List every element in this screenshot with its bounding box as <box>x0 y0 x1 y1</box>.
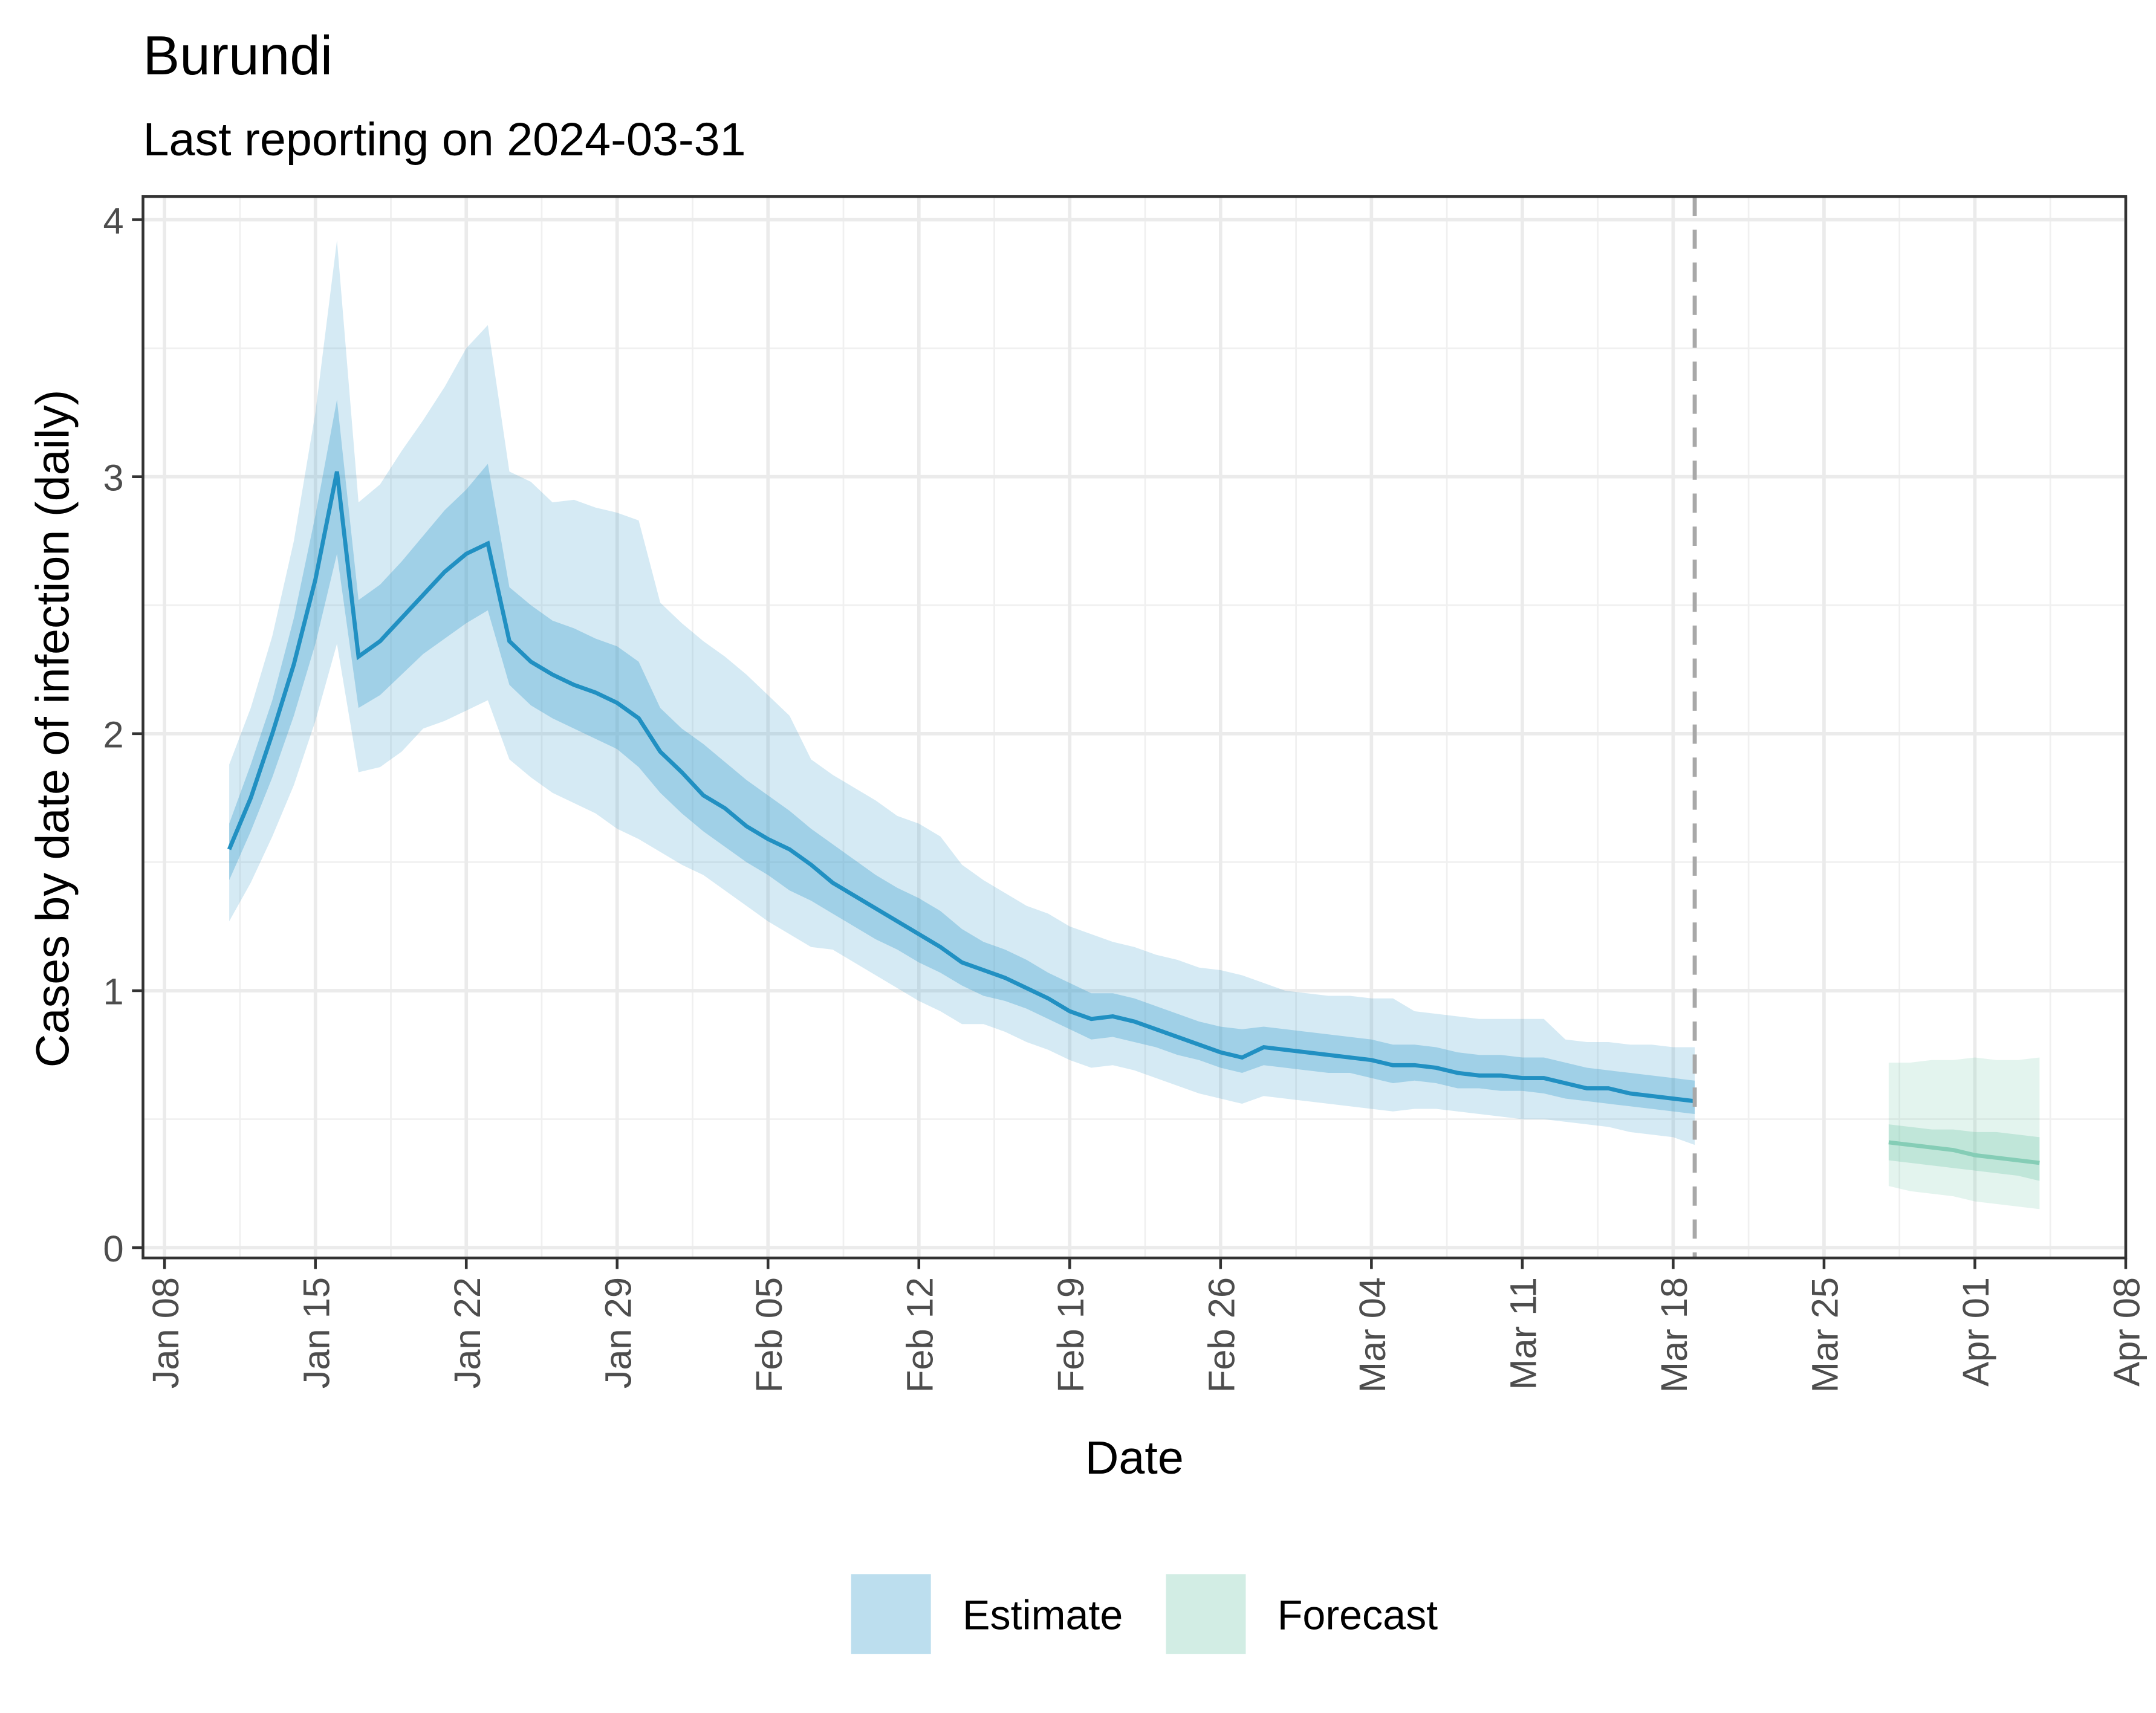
band-90 <box>1888 1057 2040 1209</box>
x-tick-label: Mar 04 <box>1352 1277 1394 1393</box>
x-tick-label: Feb 26 <box>1201 1277 1243 1393</box>
x-tick-label: Apr 08 <box>2106 1277 2148 1387</box>
x-tick-label: Apr 01 <box>1955 1277 1997 1387</box>
y-tick-label: 3 <box>103 457 124 499</box>
band-50 <box>229 400 1695 1115</box>
y-tick-label: 1 <box>103 971 124 1013</box>
chart-subtitle: Last reporting on 2024-03-31 <box>143 114 746 166</box>
x-tick-label: Jan 15 <box>296 1277 337 1388</box>
y-tick-label: 0 <box>103 1228 124 1270</box>
y-tick-label: 4 <box>103 200 124 242</box>
legend-swatch <box>851 1574 931 1654</box>
legend-label: Forecast <box>1278 1592 1438 1638</box>
legend-swatch <box>1166 1574 1246 1654</box>
x-axis-label: Date <box>1085 1432 1184 1484</box>
y-tick-label: 2 <box>103 714 124 756</box>
x-tick-label: Feb 05 <box>748 1277 790 1393</box>
x-tick-label: Mar 18 <box>1654 1277 1695 1393</box>
x-tick-label: Jan 22 <box>447 1277 489 1388</box>
line <box>1888 1140 2040 1165</box>
x-tick-label: Mar 11 <box>1503 1277 1545 1390</box>
x-tick-label: Mar 25 <box>1805 1277 1846 1393</box>
line <box>227 471 1695 1104</box>
x-tick-label: Jan 08 <box>145 1277 187 1388</box>
panel-border <box>141 195 2128 1260</box>
legend-label: Estimate <box>963 1592 1123 1638</box>
y-axis-label: Cases by date of infection (daily) <box>27 390 79 1068</box>
chart-title: Burundi <box>143 25 333 86</box>
x-tick-label: Feb 12 <box>900 1277 941 1393</box>
x-tick-label: Feb 19 <box>1050 1277 1092 1393</box>
x-tick-label: Jan 29 <box>597 1277 639 1388</box>
